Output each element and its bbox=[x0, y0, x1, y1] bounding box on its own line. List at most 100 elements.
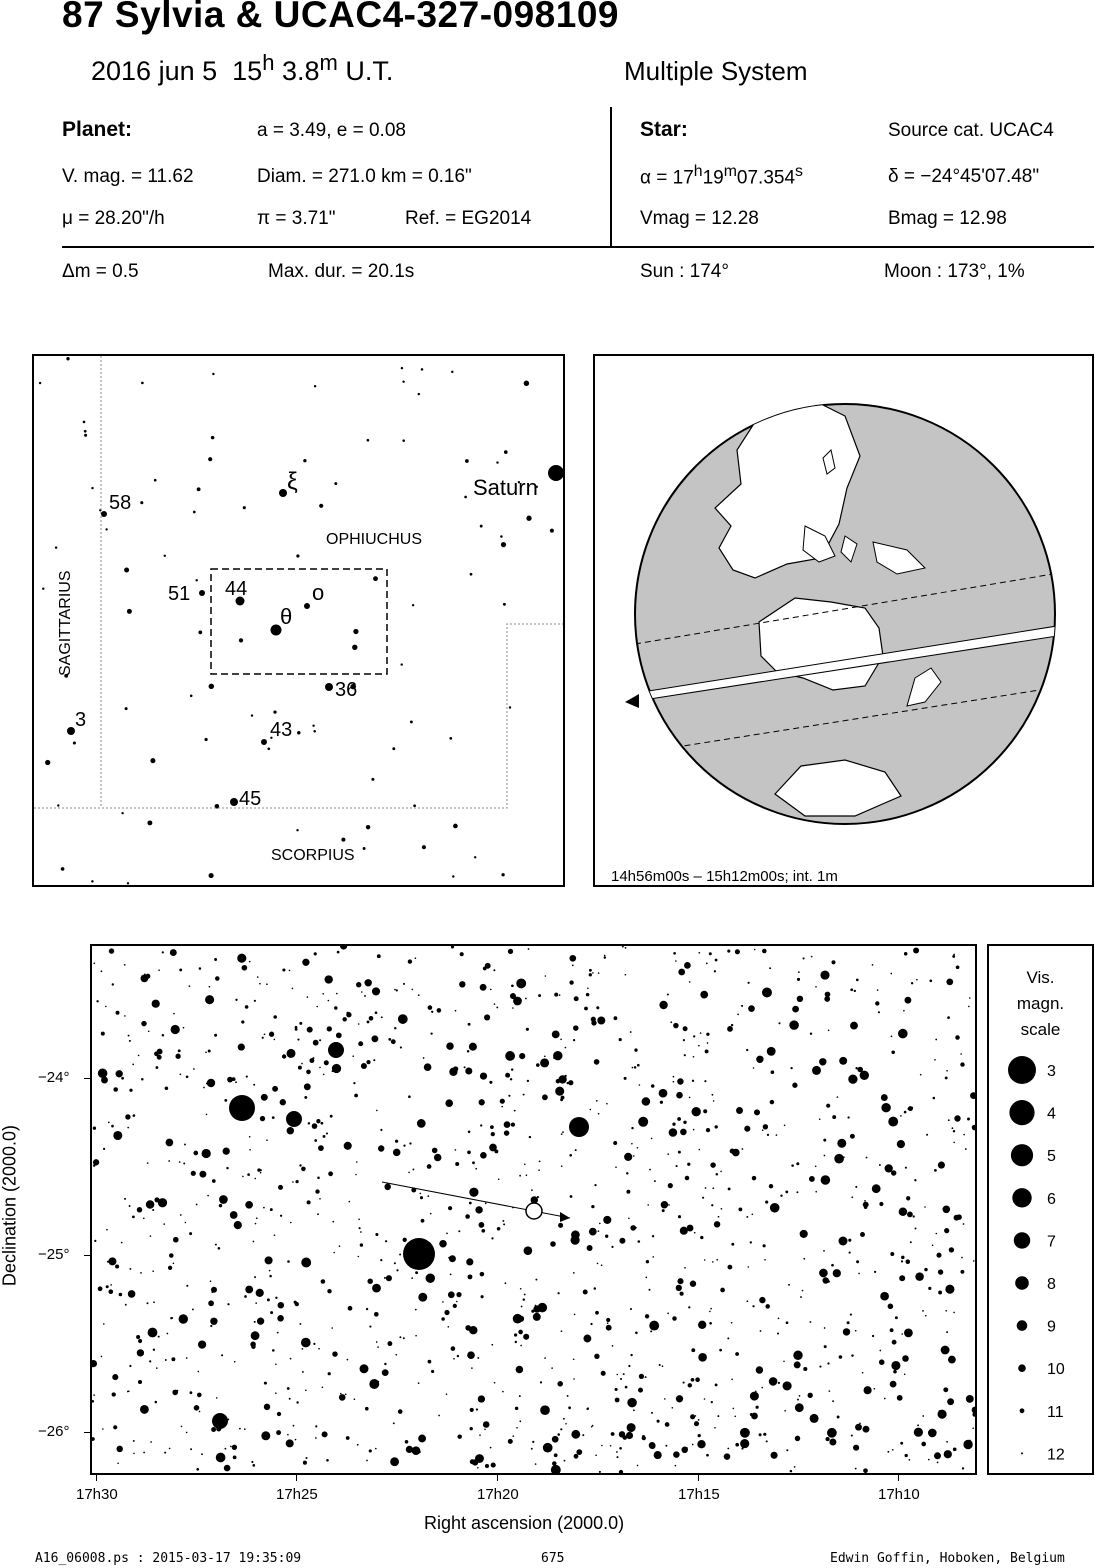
legend-dot bbox=[1019, 1408, 1025, 1414]
background-star bbox=[730, 1321, 733, 1324]
background-star bbox=[191, 1308, 194, 1311]
background-star bbox=[452, 875, 455, 878]
background-star bbox=[691, 1348, 696, 1353]
background-star bbox=[471, 1367, 473, 1369]
background-star bbox=[455, 1162, 460, 1166]
background-star bbox=[791, 1164, 794, 1167]
background-star bbox=[206, 1078, 216, 1088]
delta-mag: Δm = 0.5 bbox=[62, 261, 139, 282]
background-star bbox=[467, 1351, 475, 1360]
background-star bbox=[823, 1345, 827, 1349]
y-tick-mark-24 bbox=[84, 1078, 90, 1079]
background-star bbox=[535, 485, 538, 488]
background-star bbox=[712, 1187, 715, 1190]
legend-mag-label: 6 bbox=[1047, 1191, 1056, 1208]
background-star bbox=[301, 1166, 306, 1172]
background-star bbox=[784, 1409, 786, 1412]
background-star bbox=[364, 994, 366, 997]
background-star bbox=[935, 1232, 938, 1235]
background-star bbox=[656, 1419, 660, 1423]
background-star bbox=[231, 1077, 236, 1082]
background-star bbox=[210, 1324, 213, 1328]
background-star bbox=[113, 1130, 123, 1141]
background-star bbox=[366, 1020, 370, 1024]
background-star bbox=[261, 1431, 271, 1441]
background-star bbox=[493, 1003, 496, 1005]
background-star bbox=[195, 579, 198, 582]
background-star bbox=[125, 1114, 131, 1120]
background-star bbox=[596, 1262, 599, 1265]
background-star bbox=[263, 1033, 266, 1036]
background-star bbox=[445, 1099, 454, 1108]
legend-dot bbox=[1008, 1056, 1036, 1084]
background-star bbox=[554, 992, 559, 997]
background-star bbox=[863, 1386, 872, 1395]
background-star bbox=[714, 1125, 718, 1129]
background-star bbox=[248, 1135, 251, 1138]
background-star bbox=[366, 438, 370, 442]
background-star bbox=[850, 1021, 858, 1030]
background-star bbox=[188, 985, 191, 987]
background-star bbox=[105, 1285, 109, 1289]
background-star bbox=[879, 1349, 882, 1352]
background-star bbox=[780, 1194, 783, 1197]
background-star bbox=[691, 1443, 694, 1446]
saturn-marker bbox=[548, 465, 563, 481]
background-star bbox=[955, 1035, 960, 1040]
background-star bbox=[638, 1084, 641, 1086]
background-star bbox=[399, 1253, 402, 1256]
background-star bbox=[946, 978, 954, 986]
background-star bbox=[751, 1175, 757, 1181]
background-star bbox=[93, 1394, 95, 1396]
background-star bbox=[831, 1263, 834, 1267]
background-star bbox=[322, 1073, 325, 1076]
background-star bbox=[253, 999, 256, 1002]
background-star bbox=[525, 1174, 528, 1176]
background-star bbox=[468, 1042, 477, 1051]
background-star bbox=[727, 1337, 730, 1340]
background-star bbox=[862, 1425, 870, 1433]
background-star bbox=[185, 1075, 189, 1079]
background-star bbox=[380, 1016, 383, 1019]
background-star bbox=[501, 1105, 504, 1108]
background-star bbox=[638, 1373, 645, 1380]
background-star bbox=[170, 1024, 180, 1035]
background-star bbox=[960, 1062, 965, 1067]
background-star bbox=[372, 1283, 381, 1293]
background-star bbox=[648, 1441, 656, 1449]
background-star bbox=[392, 1148, 401, 1157]
background-star bbox=[295, 1179, 299, 1184]
background-star bbox=[150, 758, 156, 764]
background-star bbox=[698, 951, 701, 954]
background-star bbox=[54, 546, 58, 549]
background-star bbox=[221, 1354, 224, 1357]
background-star bbox=[275, 1296, 278, 1300]
background-star bbox=[186, 1284, 189, 1287]
background-star bbox=[904, 1453, 908, 1458]
background-star bbox=[384, 1183, 391, 1191]
background-star bbox=[123, 964, 126, 966]
background-star bbox=[294, 1438, 297, 1441]
legend-title-1: Vis. bbox=[1026, 968, 1055, 987]
background-star bbox=[709, 1310, 711, 1313]
saturn-label: Saturn bbox=[473, 475, 538, 500]
background-star bbox=[91, 880, 94, 883]
background-star bbox=[331, 1063, 342, 1074]
background-star bbox=[205, 995, 215, 1005]
globe-panel: 14h56m00s – 15h12m00s; int. 1m bbox=[593, 354, 1094, 887]
background-star bbox=[263, 1403, 271, 1411]
background-star bbox=[585, 992, 590, 997]
background-star bbox=[717, 1415, 720, 1418]
background-star bbox=[588, 973, 592, 977]
background-star bbox=[237, 953, 247, 963]
background-star bbox=[445, 1393, 448, 1395]
background-star bbox=[705, 1127, 711, 1133]
background-star bbox=[255, 1288, 264, 1297]
background-star bbox=[555, 1086, 565, 1096]
background-star bbox=[560, 1098, 564, 1102]
background-star bbox=[549, 528, 554, 533]
background-star bbox=[660, 1200, 669, 1209]
background-star bbox=[227, 1303, 230, 1306]
background-star bbox=[465, 1067, 473, 1075]
asia-landmass bbox=[714, 404, 861, 579]
